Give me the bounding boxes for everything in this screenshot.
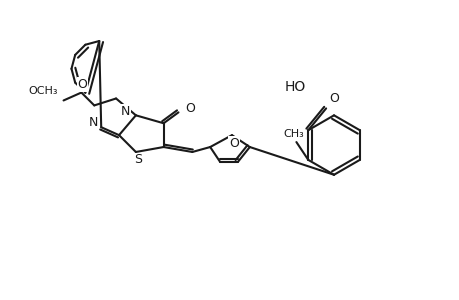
Text: N: N — [89, 116, 98, 129]
Text: S: S — [134, 153, 141, 167]
Text: N: N — [120, 105, 129, 118]
Text: HO: HO — [285, 80, 306, 94]
Text: CH₃: CH₃ — [282, 129, 303, 139]
Text: OCH₃: OCH₃ — [28, 85, 57, 96]
Text: O: O — [229, 136, 238, 150]
Text: O: O — [185, 102, 195, 115]
Text: O: O — [328, 92, 338, 105]
Text: O: O — [77, 78, 87, 91]
